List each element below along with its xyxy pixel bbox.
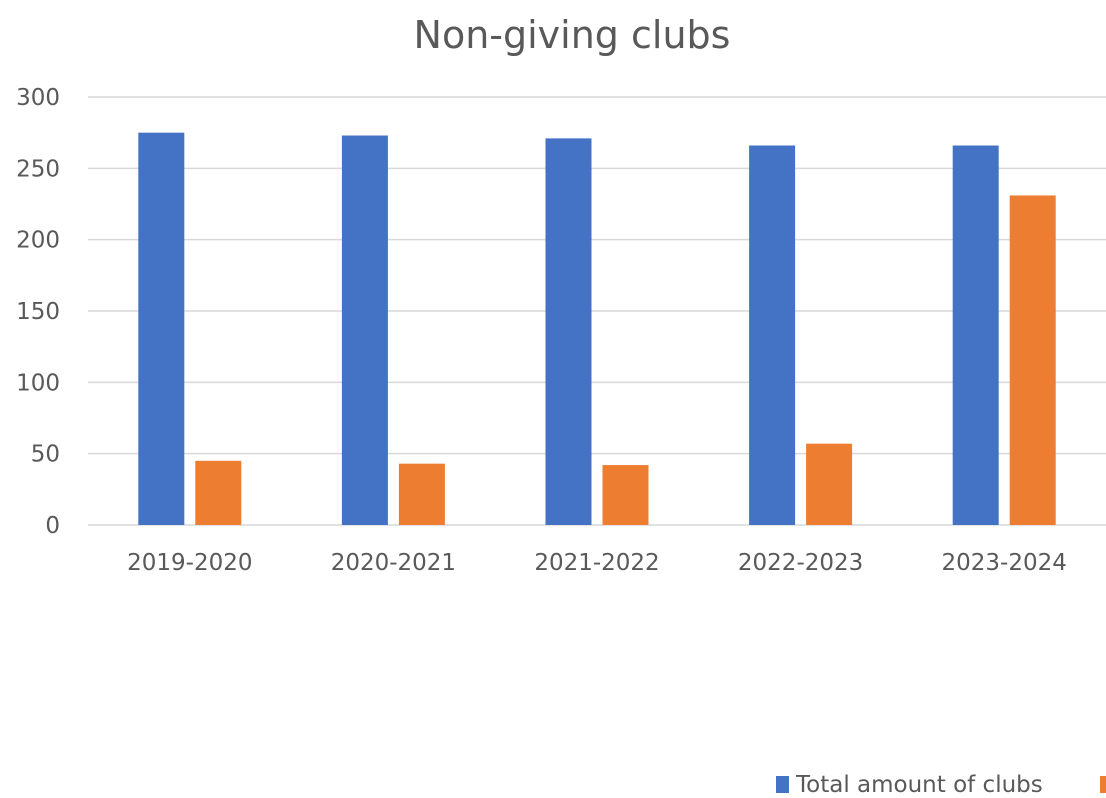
x-tick-label: 2023-2024 [942,550,1067,576]
bar-total-2023-2024 [952,145,999,526]
gridlines [88,96,1106,526]
y-tick-label: 200 [16,228,60,254]
legend-swatch [776,776,789,793]
bars [138,132,1056,526]
bar-total-2022-2023 [749,145,796,526]
x-axis-ticks: 2019-2020 2020-2021 2021-2022 2022-2023 2023… [127,550,1067,576]
x-tick-label: 2020-2021 [331,550,456,576]
y-tick-label: 0 [45,513,60,539]
y-tick-label: 150 [16,299,60,325]
bar-total-2021-2022 [545,138,592,525]
bar-total-2020-2021 [341,135,388,525]
bar-non-giving-2021-2022 [602,465,649,525]
bar-non-giving-2019-2020 [195,460,242,525]
bar-total-2019-2020 [138,132,185,525]
bar-non-giving-2023-2024 [1009,195,1056,525]
bar-non-giving-2020-2021 [398,463,445,525]
x-tick-label: 2022-2023 [738,550,863,576]
legend-swatch [1100,776,1106,793]
y-tick-label: 300 [16,85,60,111]
legend-label: Total amount of clubs [795,772,1043,798]
x-tick-label: 2019-2020 [127,550,252,576]
y-tick-label: 250 [16,156,60,182]
x-tick-label: 2021-2022 [534,550,659,576]
legend: Total amount of clubs [776,772,1106,798]
y-tick-label: 100 [16,370,60,396]
chart-title: Non-giving clubs [414,13,731,57]
y-axis-ticks: 0 50 100 150 200 250 300 [16,85,60,539]
bar-non-giving-2022-2023 [806,443,853,525]
y-tick-label: 50 [31,442,60,468]
